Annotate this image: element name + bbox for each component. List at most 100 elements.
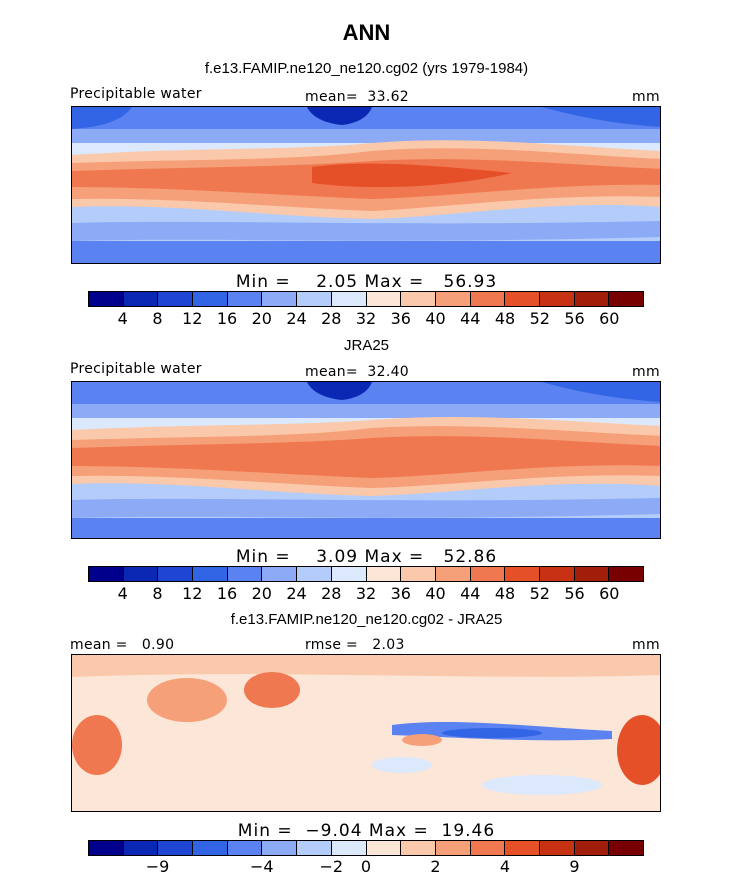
colorbar-swatch bbox=[435, 292, 471, 306]
panel-2-colorbar-labels: 4 8 12 16 20 24 28 32 36 40 44 48 52 56 60 bbox=[88, 584, 644, 604]
panel-1-map bbox=[71, 106, 661, 264]
colorbar-tick-label: 4 bbox=[499, 857, 511, 876]
colorbar-tick-label: 24 bbox=[286, 309, 307, 328]
colorbar-tick-label: 24 bbox=[286, 584, 307, 603]
panel-2-map-field bbox=[72, 382, 660, 538]
colorbar-swatch bbox=[401, 841, 436, 855]
panel-1-colorbar bbox=[88, 291, 644, 307]
panel-1-minmax: Min = 2.05 Max = 56.93 bbox=[235, 272, 498, 292]
panel-3-colorbar bbox=[88, 840, 644, 856]
panel-1-colorbar-labels: 4 8 12 16 20 24 28 32 36 40 44 48 52 56 60 bbox=[88, 309, 644, 329]
colorbar-swatch bbox=[401, 567, 436, 581]
colorbar-swatch bbox=[574, 841, 610, 855]
colorbar-swatch bbox=[193, 292, 228, 306]
colorbar-tick-label: 32 bbox=[355, 584, 377, 603]
colorbar-tick-label: −9 bbox=[145, 857, 170, 876]
colorbar-swatch bbox=[539, 292, 575, 306]
colorbar-tick-label: 32 bbox=[355, 309, 377, 328]
colorbar-swatch bbox=[123, 567, 159, 581]
colorbar-tick-label: −4 bbox=[249, 857, 274, 876]
colorbar-swatch bbox=[366, 292, 402, 306]
colorbar-swatch bbox=[539, 567, 575, 581]
colorbar-tick-label: 12 bbox=[182, 584, 203, 603]
colorbar-swatch bbox=[505, 567, 540, 581]
colorbar-tick-label: 9 bbox=[569, 857, 580, 876]
colorbar-swatch bbox=[193, 841, 228, 855]
panel-1-heading: f.e13.FAMIP.ne120_ne120.cg02 (yrs 1979-1… bbox=[204, 60, 529, 77]
colorbar-tick-label: 20 bbox=[251, 309, 272, 328]
colorbar-swatch bbox=[609, 292, 643, 306]
panel-2-units-label: mm bbox=[632, 364, 660, 380]
colorbar-tick-label: 2 bbox=[430, 857, 441, 876]
colorbar-tick-label: 8 bbox=[152, 309, 163, 328]
colorbar-swatch bbox=[366, 841, 402, 855]
panel-2-heading: JRA25 bbox=[343, 337, 390, 354]
figure-title: ANN bbox=[342, 20, 391, 45]
colorbar-swatch bbox=[574, 292, 610, 306]
colorbar-tick-label: 36 bbox=[390, 584, 411, 603]
colorbar-swatch bbox=[262, 292, 298, 306]
colorbar-swatch bbox=[297, 841, 332, 855]
colorbar-tick-label: 40 bbox=[425, 309, 446, 328]
panel-2-mean-label: mean= 32.40 bbox=[305, 364, 410, 380]
colorbar-tick-label: 52 bbox=[529, 309, 550, 328]
panel-2-variable-label: Precipitable water bbox=[70, 361, 202, 377]
colorbar-swatch bbox=[297, 292, 332, 306]
panel-1-variable-label: Precipitable water bbox=[70, 86, 202, 102]
panel-3-units-label: mm bbox=[632, 637, 660, 653]
panel-1-map-field bbox=[72, 107, 660, 263]
colorbar-swatch bbox=[262, 567, 298, 581]
colorbar-swatch bbox=[193, 567, 228, 581]
colorbar-swatch bbox=[89, 292, 124, 306]
colorbar-swatch bbox=[331, 567, 367, 581]
colorbar-tick-label: 16 bbox=[216, 584, 238, 603]
colorbar-swatch bbox=[505, 841, 540, 855]
colorbar-tick-label: −2 bbox=[319, 857, 344, 876]
colorbar-tick-label: 48 bbox=[494, 584, 516, 603]
colorbar-tick-label: 56 bbox=[564, 309, 585, 328]
panel-2-map bbox=[71, 381, 661, 539]
colorbar-tick-label: 8 bbox=[152, 584, 163, 603]
colorbar-tick-label: 56 bbox=[564, 584, 585, 603]
colorbar-tick-label: 44 bbox=[460, 584, 481, 603]
panel-3-minmax: Min = −9.04 Max = 19.46 bbox=[237, 821, 496, 841]
panel-3-heading: f.e13.FAMIP.ne120_ne120.cg02 - JRA25 bbox=[230, 611, 503, 628]
colorbar-swatch bbox=[158, 292, 194, 306]
colorbar-tick-label: 20 bbox=[251, 584, 272, 603]
colorbar-tick-label: 12 bbox=[182, 309, 203, 328]
colorbar-tick-label: 44 bbox=[460, 309, 481, 328]
panel-1-mean-label: mean= 33.62 bbox=[305, 89, 410, 105]
panel-3-colorbar-labels: −9 −4 −2 0 2 4 9 bbox=[88, 857, 644, 877]
colorbar-swatch bbox=[331, 292, 367, 306]
colorbar-swatch bbox=[470, 841, 506, 855]
colorbar-swatch bbox=[123, 292, 159, 306]
colorbar-swatch bbox=[158, 567, 194, 581]
colorbar-swatch bbox=[366, 567, 402, 581]
panel-3-rmse-label: rmse = 2.03 bbox=[305, 637, 405, 653]
colorbar-swatch bbox=[262, 841, 298, 855]
colorbar-swatch bbox=[227, 567, 263, 581]
panel-2-colorbar bbox=[88, 566, 644, 582]
colorbar-swatch bbox=[331, 841, 367, 855]
colorbar-tick-label: 48 bbox=[494, 309, 516, 328]
colorbar-tick-label: 4 bbox=[117, 584, 128, 603]
colorbar-tick-label: 52 bbox=[529, 584, 550, 603]
colorbar-swatch bbox=[89, 567, 124, 581]
panel-2-minmax: Min = 3.09 Max = 52.86 bbox=[235, 547, 498, 567]
panel-3-map bbox=[71, 654, 661, 812]
panel-3-mean-label: mean = 0.90 bbox=[70, 637, 175, 653]
colorbar-swatch bbox=[470, 292, 506, 306]
colorbar-swatch bbox=[609, 841, 643, 855]
colorbar-swatch bbox=[505, 292, 540, 306]
colorbar-swatch bbox=[123, 841, 159, 855]
colorbar-tick-label: 60 bbox=[599, 309, 620, 328]
colorbar-swatch bbox=[574, 567, 610, 581]
colorbar-swatch bbox=[227, 841, 263, 855]
colorbar-tick-label: 0 bbox=[360, 857, 372, 876]
colorbar-tick-label: 36 bbox=[390, 309, 411, 328]
colorbar-swatch bbox=[470, 567, 506, 581]
colorbar-swatch bbox=[435, 841, 471, 855]
colorbar-swatch bbox=[435, 567, 471, 581]
colorbar-swatch bbox=[227, 292, 263, 306]
colorbar-tick-label: 40 bbox=[425, 584, 446, 603]
